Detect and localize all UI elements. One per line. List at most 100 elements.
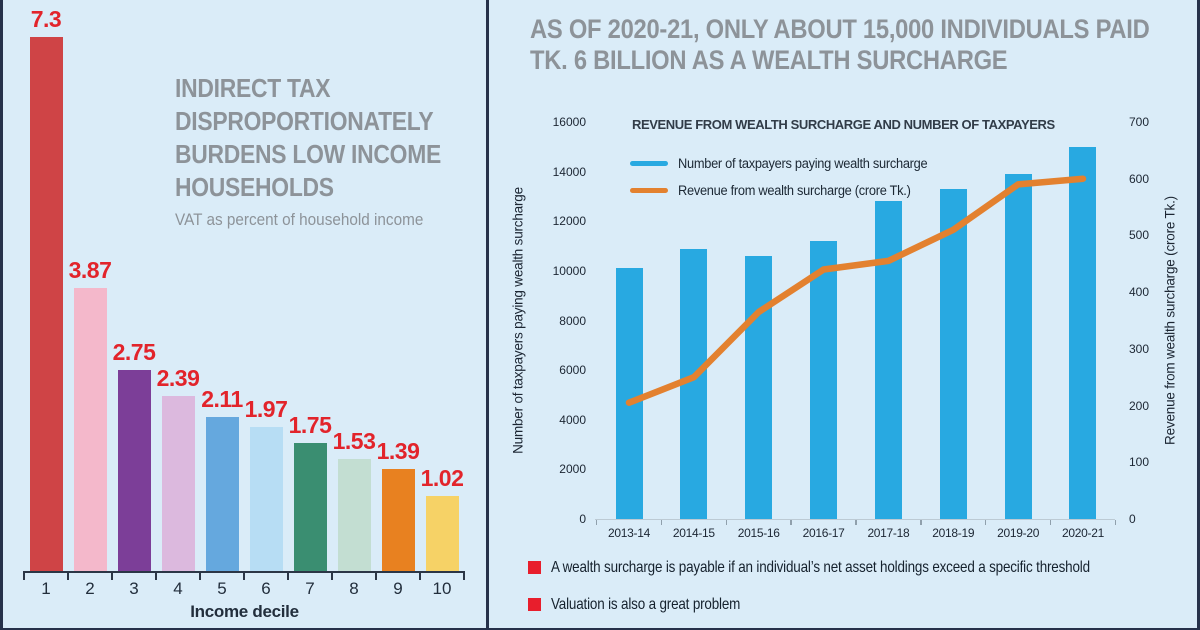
- revenue-line-series: [625, 175, 1087, 406]
- left-chart-subtitle: VAT as percent of household income: [175, 210, 424, 229]
- bar-value-label: 7.3: [30, 6, 62, 32]
- x-axis-year-label: 2020-21: [1062, 526, 1104, 540]
- x-axis-tick: [375, 573, 377, 580]
- x-axis-tick: [243, 573, 245, 580]
- x-axis-year-label: 2017-18: [867, 526, 910, 540]
- x-tick-label: 7: [305, 579, 315, 598]
- x-axis-tick: [199, 573, 201, 580]
- bar-value-label: 1.02: [420, 465, 464, 491]
- right-panel-title: AS OF 2020-21, ONLY ABOUT 15,000 INDIVID…: [530, 14, 1150, 76]
- x-tick-label: 1: [41, 579, 51, 598]
- x-axis-year-label: 2015-16: [737, 526, 780, 540]
- x-axis-tick: [463, 573, 465, 580]
- bar-decile-2: [73, 288, 107, 571]
- x-axis-tick: [595, 520, 598, 525]
- left-chart-title-line: BURDENS LOW INCOME: [175, 139, 441, 169]
- x-axis-tick: [111, 573, 113, 580]
- frame-border-bottom: [0, 628, 1200, 630]
- x-axis-year-label: 2019-20: [997, 526, 1040, 540]
- panel-divider: [486, 0, 489, 630]
- x-axis-year-label: 2013-14: [608, 526, 650, 540]
- bar-decile-6: [249, 427, 283, 571]
- bar-value-label: 1.39: [376, 438, 420, 464]
- legend-swatch-bar-series: [630, 161, 668, 166]
- bar-2019-20: [1004, 174, 1032, 519]
- bullet-text: A wealth surcharge is payable if an indi…: [551, 559, 1090, 576]
- x-axis-tick: [67, 573, 69, 580]
- bar-value-label: 2.39: [156, 365, 200, 391]
- x-axis-tick: [920, 520, 922, 525]
- bar-decile-9: [381, 469, 415, 571]
- right-axis-tick-label: 700: [1129, 115, 1150, 129]
- bar-2020-21: [1069, 147, 1097, 519]
- x-axis-tick: [984, 520, 987, 525]
- bar-decile-1: [29, 37, 63, 571]
- bar-decile-4: [161, 396, 195, 571]
- left-chart-x-axis: [23, 571, 465, 573]
- right-axis-tick-label: 300: [1129, 341, 1150, 356]
- left-axis-tick-label: 10000: [552, 263, 586, 278]
- x-tick-label: 9: [393, 579, 403, 598]
- left-chart-title-line: INDIRECT TAX: [175, 73, 331, 103]
- x-axis-tick: [155, 573, 157, 580]
- bar-2018-19: [939, 189, 967, 519]
- frame-border-left: [0, 0, 3, 630]
- x-axis-tick: [855, 520, 857, 525]
- x-axis-year-label: 2018-19: [932, 526, 975, 540]
- bar-value-label: 1.75: [288, 412, 332, 438]
- left-axis-tick-label: 2000: [559, 462, 586, 477]
- bar-2013-14: [615, 268, 643, 519]
- right-panel-title-line: TK. 6 BILLION AS A WEALTH SURCHARGE: [530, 45, 1008, 75]
- legend-item-revenue: Revenue from wealth surcharge (crore Tk.…: [630, 177, 941, 204]
- legend-label: Revenue from wealth surcharge (crore Tk.…: [678, 183, 911, 198]
- x-axis-year-label: 2016-17: [802, 526, 845, 540]
- left-axis-tick-label: 0: [579, 512, 586, 526]
- legend-item-taxpayers: Number of taxpayers paying wealth surcha…: [630, 150, 941, 177]
- right-axis-tick-label: 500: [1129, 228, 1150, 243]
- left-axis-tick-label: 16000: [552, 115, 586, 129]
- left-chart-x-axis-label: Income decile: [190, 602, 299, 621]
- x-axis-tick: [1049, 520, 1052, 525]
- bar-2016-17: [810, 241, 838, 519]
- right-axis-tick-label: 400: [1129, 285, 1150, 300]
- bar-2015-16: [745, 256, 773, 519]
- left-chart-title-line: HOUSEHOLDS: [175, 172, 334, 202]
- revenue-line: [625, 175, 1087, 406]
- bar-decile-10: [425, 496, 459, 571]
- right-axis-tick-label: 0: [1129, 512, 1136, 526]
- x-axis-tick: [331, 573, 333, 580]
- x-tick-label: 8: [349, 579, 359, 598]
- x-axis-tick: [790, 520, 792, 525]
- x-tick-label: 3: [129, 579, 139, 598]
- bar-value-label: 1.97: [244, 396, 288, 422]
- left-axis-tick-label: 4000: [559, 412, 586, 427]
- bar-value-label: 2.75: [112, 339, 156, 365]
- bar-decile-7: [293, 443, 327, 571]
- bar-decile-5: [205, 417, 239, 571]
- bar-value-label: 1.53: [332, 428, 376, 454]
- bullet-text: Valuation is also a great problem: [551, 596, 741, 613]
- x-axis-tick: [660, 520, 663, 525]
- x-axis-tick: [23, 573, 25, 580]
- left-axis-tick-label: 14000: [552, 164, 586, 179]
- x-axis-tick: [419, 573, 421, 580]
- x-tick-label: 2: [85, 579, 95, 598]
- left-chart-title-line: DISPROPORTIONATELY: [175, 106, 434, 136]
- combo-chart-legend: Number of taxpayers paying wealth surcha…: [630, 150, 941, 204]
- x-axis-tick: [725, 520, 728, 525]
- x-tick-label: 10: [432, 579, 452, 598]
- left-axis-tick-label: 12000: [552, 214, 586, 229]
- bullet-square-icon: [528, 598, 541, 611]
- bar-decile-8: [337, 459, 371, 571]
- left-axis-tick-label: 8000: [559, 313, 586, 328]
- left-axis-tick-label: 6000: [559, 363, 586, 378]
- combo-chart-plot-area: [595, 122, 1117, 525]
- frame-border-right: [1197, 0, 1200, 630]
- right-panel-title-line: AS OF 2020-21, ONLY ABOUT 15,000 INDIVID…: [530, 14, 1150, 44]
- right-axis-tick-label: 100: [1129, 455, 1150, 470]
- bar-value-label: 2.11: [201, 386, 243, 412]
- x-tick-label: 4: [173, 579, 183, 598]
- right-axis-tick-label: 200: [1129, 398, 1150, 413]
- x-tick-label: 5: [217, 579, 227, 598]
